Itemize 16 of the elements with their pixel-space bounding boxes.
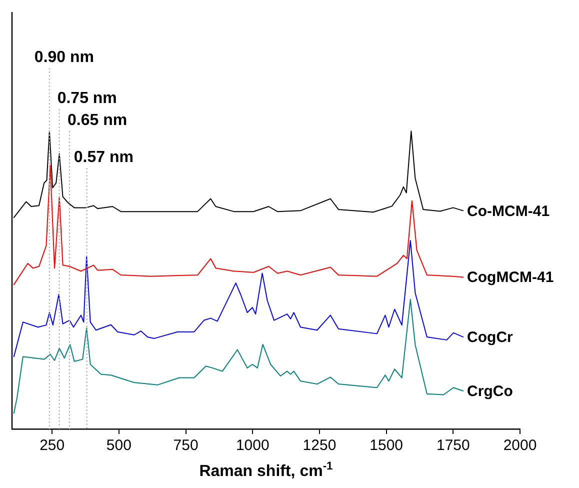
x-tick-label: 1000 <box>236 437 270 454</box>
series-label: CrgCo <box>467 383 513 400</box>
x-tick-label: 1750 <box>436 437 470 454</box>
series-label: CogMCM-41 <box>467 269 554 286</box>
ref-line-label: 0.57 nm <box>74 149 134 166</box>
ref-line-label: 0.75 nm <box>57 90 117 107</box>
x-tick-label: 250 <box>40 437 65 454</box>
series-label: Co-MCM-41 <box>467 202 550 220</box>
ref-line-label: 0.90 nm <box>34 49 94 66</box>
x-tick-label: 2000 <box>503 437 537 454</box>
x-tick-label: 1500 <box>370 437 404 454</box>
x-tick-label: 750 <box>173 437 198 454</box>
ref-line-label: 0.65 nm <box>67 112 128 129</box>
x-tick-label: 500 <box>106 437 132 454</box>
series-label: CogCr <box>467 329 514 346</box>
x-tick-label: 1250 <box>302 437 336 454</box>
